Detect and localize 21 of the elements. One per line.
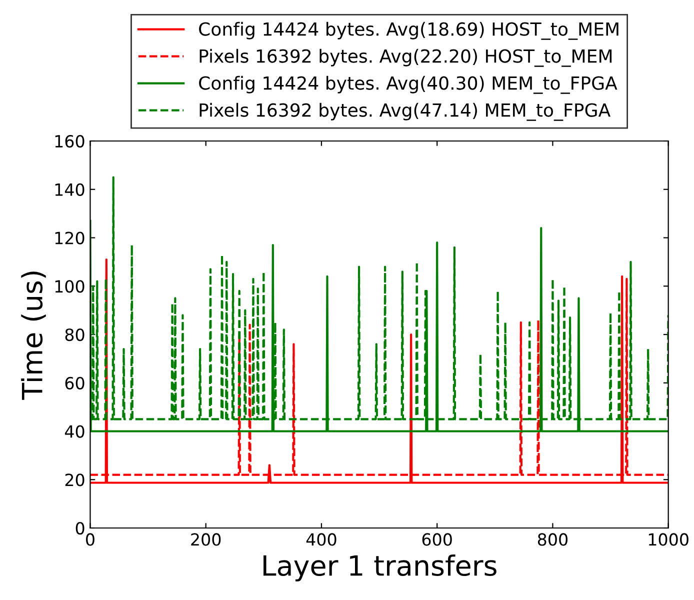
legend-label: Pixels 16392 bytes. Avg(47.14) MEM_to_FPGA xyxy=(200,102,610,121)
x-tick-label: 200 xyxy=(191,533,221,546)
legend-label: Config 14424 bytes. Avg(18.69) HOST_to_MEM xyxy=(199,22,618,40)
y-tick-label: 160 xyxy=(55,134,84,148)
x-tick-label: 600 xyxy=(422,533,452,546)
y-tick-label: 60 xyxy=(65,376,84,390)
y-tick-label: 140 xyxy=(55,183,84,196)
y-tick-label: 20 xyxy=(65,474,84,486)
x-axis-title: Layer 1 transfers xyxy=(264,554,496,582)
x-tick-label: 800 xyxy=(538,533,568,546)
x-tick-label: 1000 xyxy=(648,533,688,546)
legend-label: Config 14424 bytes. Avg(40.30) MEM_to_FPGA xyxy=(199,76,618,94)
y-tick-label: 40 xyxy=(64,425,84,438)
y-tick-label: 0 xyxy=(76,522,84,535)
y-tick-label: 120 xyxy=(55,232,84,244)
y-tick-label: 100 xyxy=(55,280,84,293)
x-tick-label: 400 xyxy=(306,533,336,546)
y-axis-title: Time (us) xyxy=(21,272,46,400)
y-tick-label: 80 xyxy=(65,328,84,342)
legend-label: Pixels 16392 bytes. Avg(22.20) HOST_to_MEM xyxy=(200,48,612,67)
x-tick-label: 0 xyxy=(86,533,94,546)
